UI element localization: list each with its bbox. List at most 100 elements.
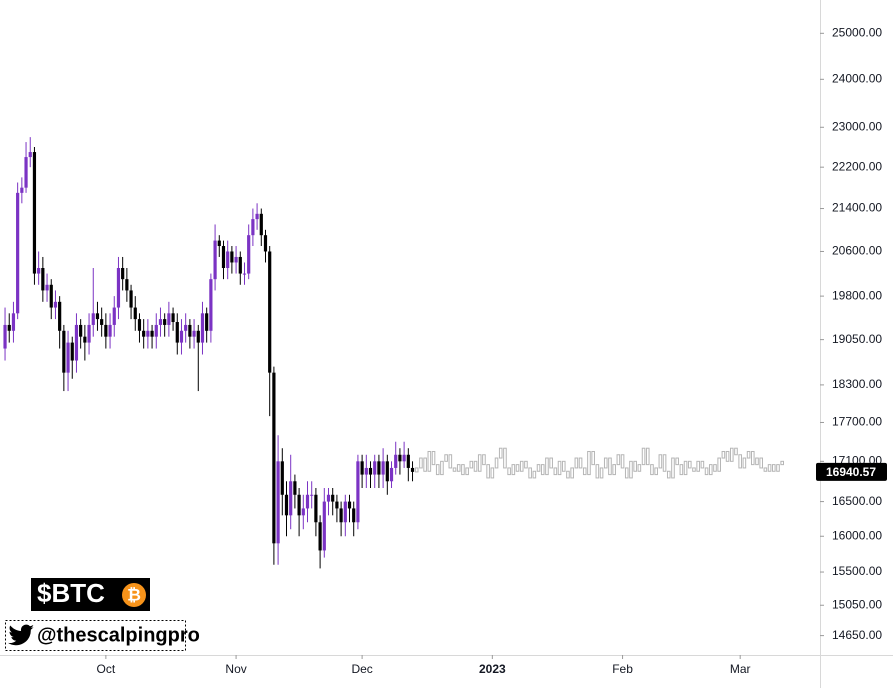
- candle-body: [87, 324, 91, 343]
- projection-bar: [465, 467, 469, 476]
- candle-body: [331, 494, 335, 502]
- price-label-bg: [816, 462, 887, 481]
- projection-bar: [511, 464, 516, 476]
- projection-bar: [545, 457, 549, 476]
- candle-body: [116, 268, 121, 308]
- candle-body: [79, 324, 83, 337]
- projection-bar: [561, 460, 566, 472]
- projection-bar: [671, 457, 675, 479]
- y-tick-label: 19800.00: [832, 288, 882, 302]
- candle-body: [11, 313, 16, 331]
- candle-body: [200, 313, 205, 343]
- candle-body: [49, 284, 53, 308]
- y-tick-label: 15500.00: [832, 564, 882, 578]
- projection-bar: [452, 467, 457, 472]
- candle-body: [125, 279, 129, 291]
- candle-body: [230, 251, 234, 263]
- projection-bar: [637, 464, 642, 472]
- candle-body: [58, 301, 62, 331]
- candle-body: [310, 494, 314, 496]
- candle-body: [91, 313, 95, 325]
- candle-body: [394, 454, 398, 468]
- y-tick-label: 25000.00: [832, 25, 882, 39]
- projection-bar: [629, 460, 633, 479]
- projection-bar: [696, 460, 700, 472]
- projection-bar: [666, 470, 671, 479]
- projection-bar: [574, 457, 579, 469]
- projection-bar: [633, 460, 637, 472]
- candle-body: [129, 290, 133, 308]
- projection-bar: [746, 450, 751, 459]
- y-tick-label: 21400.00: [832, 201, 882, 215]
- projection-bar: [767, 464, 772, 472]
- candle-body: [108, 324, 112, 337]
- projection-bar: [528, 467, 532, 479]
- candle-body: [347, 501, 352, 509]
- projection-bar: [738, 454, 742, 469]
- candle-body: [263, 235, 268, 252]
- y-tick-label: 15050.00: [832, 597, 882, 611]
- candle-body: [66, 342, 70, 373]
- projection-bar: [658, 454, 663, 469]
- candle-body: [276, 461, 280, 544]
- candle-body: [221, 246, 226, 269]
- candle-body: [20, 187, 24, 193]
- projection-bar: [742, 457, 747, 469]
- projection-bar: [771, 464, 776, 472]
- projection-bar: [721, 450, 726, 459]
- candle-body: [322, 501, 326, 551]
- btc-icon-circle: [122, 583, 146, 607]
- candle-body: [213, 240, 217, 280]
- projection-bar: [532, 470, 537, 479]
- projection-bar: [578, 457, 583, 469]
- y-tick-label: 16000.00: [832, 528, 882, 542]
- projection-bar: [708, 464, 713, 476]
- candle-body: [398, 454, 402, 462]
- projection-bar: [456, 464, 461, 472]
- projection-bar: [755, 457, 759, 466]
- projection-bar: [759, 457, 763, 469]
- candle-body: [251, 219, 255, 236]
- candle-body: [154, 324, 158, 337]
- candle-body: [133, 307, 137, 320]
- candle-body: [70, 342, 74, 361]
- projection-bar: [482, 454, 486, 466]
- twitter-icon: [8, 624, 34, 646]
- candle-body: [184, 324, 188, 331]
- candle-body: [121, 268, 125, 280]
- candle-body: [360, 461, 364, 475]
- y-tick-label: 22200.00: [832, 159, 882, 173]
- x-tick-label: Mar: [730, 662, 751, 676]
- projection-bar: [713, 464, 717, 472]
- y-tick-label: 16500.00: [832, 494, 882, 508]
- projection-bar: [608, 457, 612, 476]
- y-tick-label: 17700.00: [832, 415, 882, 429]
- candle-body: [188, 324, 192, 337]
- projection-bar: [419, 457, 423, 469]
- candle-body: [410, 467, 415, 472]
- handle-badge: [5, 620, 186, 651]
- candle-body: [28, 152, 32, 158]
- candle-body: [242, 273, 247, 275]
- candle-body: [339, 508, 343, 523]
- candle-body: [377, 461, 381, 475]
- projection-bar: [431, 450, 436, 466]
- handle-text: @thescalpingpro: [37, 624, 200, 646]
- projection-bar: [683, 460, 688, 476]
- projection-bar: [624, 467, 629, 479]
- projection-bar: [553, 467, 558, 476]
- plot-area: [3, 137, 784, 569]
- candle-body: [83, 336, 87, 343]
- candle-body: [314, 494, 318, 523]
- ticker-text: $BTC: [37, 578, 105, 608]
- projection-bar: [448, 454, 453, 469]
- projection-bar: [616, 454, 621, 466]
- projection-bar: [650, 464, 654, 476]
- projection-bar: [461, 464, 465, 476]
- price-label: 16940.57: [826, 465, 876, 479]
- candle-body: [247, 235, 251, 274]
- candle-body: [297, 494, 301, 516]
- candle-body: [272, 372, 276, 544]
- projection-bar: [549, 457, 553, 469]
